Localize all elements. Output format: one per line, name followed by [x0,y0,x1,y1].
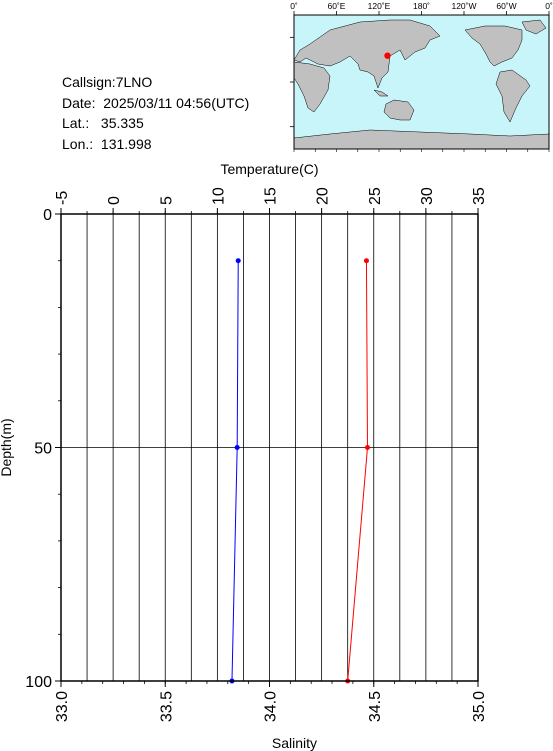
map-lon-label: 180˚ [413,1,430,11]
map-land [293,19,550,150]
temperature-tick-label: 20 [315,187,332,205]
map-lon-label: 120˚E [368,1,391,11]
temperature-point [364,445,370,450]
salinity-tick-label: 34.0 [263,691,280,722]
temperature-tick-label: -5 [54,191,71,205]
depth-axis-label: Depth(m) [0,418,14,476]
salinity-tick-label: 33.5 [158,691,175,722]
temperature-tick-label: 15 [263,187,280,205]
longitude-text: Lon.: 131.998 [62,135,152,152]
station-info: Callsign:7LNO Date: 2025/03/11 04:56(UTC… [62,72,249,154]
depth-tick-label: 50 [34,441,52,458]
callsign-text: Callsign:7LNO [62,74,153,90]
temperature-tick-label: 25 [367,187,384,205]
salinity-tick-label: 33.0 [54,691,71,722]
station-marker [384,52,391,59]
temperature-point [363,258,369,264]
map-lon-label: 0˚ [290,1,298,11]
depth-tick-label: 100 [25,674,52,691]
temperature-line [347,260,368,682]
temperature-tick-label: 35 [471,187,488,205]
map-lon-label: 60˚E [328,1,346,11]
salinity-axis-label: Salinity [272,735,317,751]
map-lon-label: 0˚ [545,1,553,11]
salinity-point [234,445,240,450]
salinity-tick-label: 35.0 [471,691,488,722]
temperature-axis-label: Temperature(C) [220,161,318,177]
temperature-tick-label: 30 [419,187,436,205]
temperature-tick-label: 0 [106,196,123,205]
temperature-tick-label: 5 [158,196,175,205]
depth-tick-label: 0 [43,207,52,224]
map-lon-label: 120˚W [451,1,476,11]
salinity-line [231,260,239,682]
salinity-tick-label: 34.5 [367,691,384,722]
date-text: Date: 2025/03/11 04:56(UTC) [62,94,250,111]
temperature-tick-label: 10 [210,187,227,205]
salinity-point [235,258,241,264]
map-lon-label: 60˚W [496,1,516,11]
latitude-text: Lat.: 35.335 [62,115,144,131]
